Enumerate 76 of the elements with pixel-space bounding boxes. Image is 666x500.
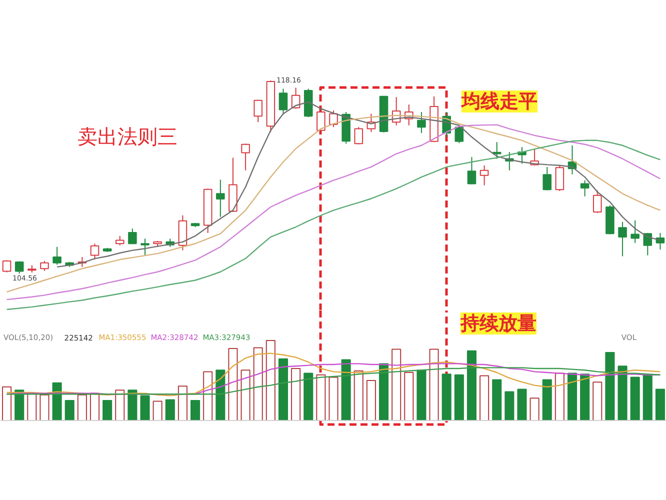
bar bbox=[642, 374, 652, 421]
candlestick bbox=[254, 99, 262, 123]
candlestick bbox=[14, 260, 24, 274]
bar bbox=[77, 394, 87, 421]
bar bbox=[354, 370, 364, 421]
bar bbox=[90, 392, 100, 421]
text: 持续放量 bbox=[460, 312, 536, 334]
candlestick bbox=[417, 112, 426, 134]
bar bbox=[542, 379, 552, 421]
bar bbox=[278, 358, 288, 421]
bar bbox=[2, 386, 12, 421]
bar bbox=[592, 382, 602, 421]
bar bbox=[115, 390, 125, 421]
annotation: 均线走平 bbox=[460, 90, 538, 112]
bar bbox=[618, 366, 628, 421]
bar bbox=[216, 370, 226, 421]
candlestick bbox=[90, 243, 100, 260]
candlestick bbox=[140, 238, 150, 256]
bar bbox=[341, 359, 351, 421]
bar bbox=[203, 371, 213, 421]
bar bbox=[429, 348, 439, 421]
bar bbox=[152, 400, 162, 421]
bar bbox=[165, 399, 175, 421]
candlestick bbox=[241, 143, 250, 171]
bar bbox=[266, 340, 276, 421]
bar bbox=[567, 372, 578, 421]
bar bbox=[492, 379, 502, 421]
bar bbox=[27, 392, 37, 421]
candlestick bbox=[592, 190, 602, 214]
bar bbox=[442, 374, 452, 421]
candlestick bbox=[128, 228, 137, 244]
candlestick bbox=[555, 164, 564, 192]
bar bbox=[328, 376, 338, 421]
bar bbox=[178, 386, 188, 421]
bar bbox=[605, 352, 615, 421]
candlestick bbox=[278, 88, 288, 115]
bar bbox=[366, 380, 376, 421]
bar bbox=[504, 391, 514, 421]
bar bbox=[466, 350, 476, 421]
bar bbox=[655, 388, 665, 421]
candlestick bbox=[115, 235, 124, 246]
bar bbox=[304, 372, 314, 421]
bar bbox=[630, 376, 640, 421]
bar bbox=[128, 390, 138, 421]
bar bbox=[40, 394, 50, 421]
bar bbox=[392, 348, 402, 421]
bar bbox=[416, 370, 426, 421]
bar bbox=[530, 398, 540, 421]
candlestick bbox=[52, 246, 62, 266]
bar bbox=[64, 400, 74, 421]
bar bbox=[454, 374, 464, 421]
bar bbox=[253, 347, 263, 421]
candlestick bbox=[40, 260, 49, 272]
candlestick bbox=[480, 164, 489, 186]
candlestick bbox=[467, 156, 476, 185]
bar bbox=[554, 372, 564, 421]
candlestick bbox=[630, 220, 640, 244]
bar bbox=[240, 370, 250, 421]
candlestick bbox=[354, 126, 364, 145]
bar bbox=[517, 388, 527, 421]
bar bbox=[580, 374, 590, 421]
candlestick bbox=[216, 179, 225, 218]
bar bbox=[480, 375, 490, 421]
candlestick bbox=[580, 180, 590, 197]
bar bbox=[140, 395, 150, 421]
candlestick bbox=[618, 221, 627, 257]
bar bbox=[316, 374, 326, 421]
candlestick bbox=[542, 166, 552, 191]
candlestick bbox=[2, 260, 12, 273]
bar bbox=[404, 372, 414, 421]
bar bbox=[378, 363, 389, 421]
bar bbox=[228, 348, 238, 421]
annotation: 卖出法则三 bbox=[78, 124, 178, 148]
bar bbox=[102, 400, 112, 421]
bar bbox=[190, 400, 200, 421]
bar bbox=[291, 368, 301, 421]
